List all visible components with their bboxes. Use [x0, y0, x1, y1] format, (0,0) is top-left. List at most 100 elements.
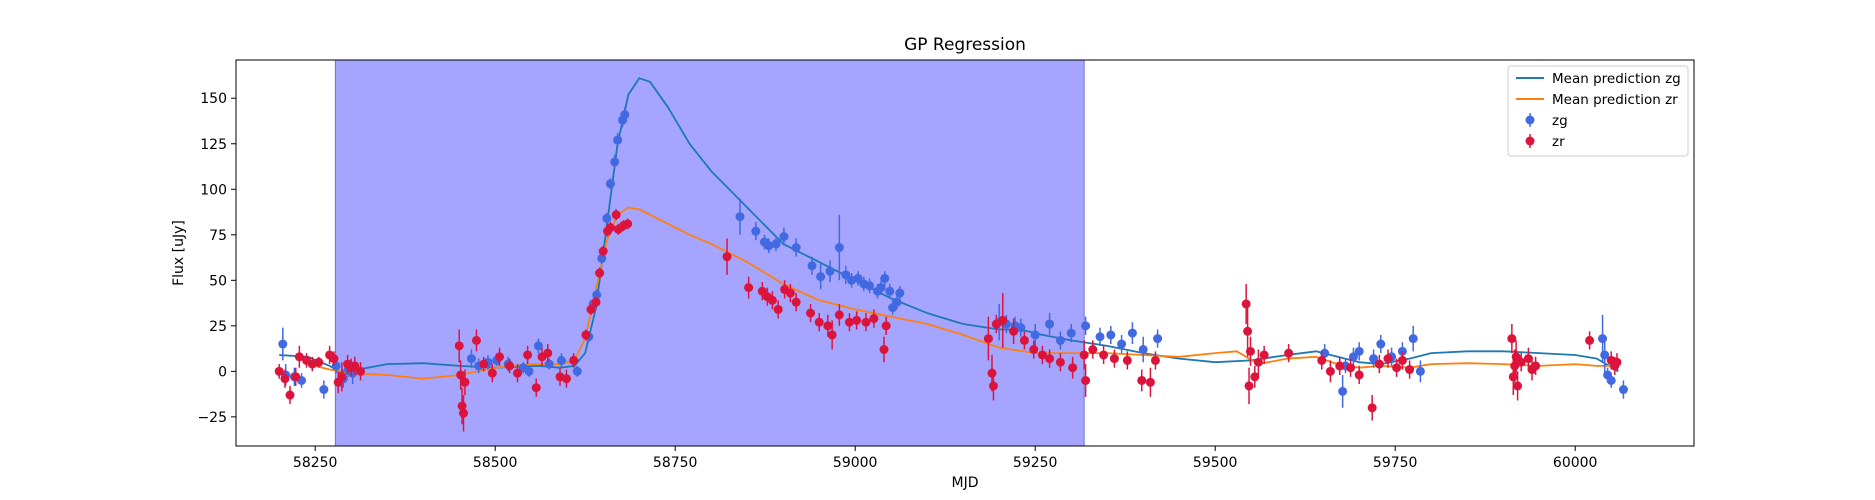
data-point [983, 334, 993, 344]
data-point [881, 321, 891, 331]
data-point [1016, 323, 1026, 333]
data-point [895, 288, 905, 298]
data-point [1045, 354, 1055, 364]
data-point [807, 261, 817, 271]
data-point [1354, 346, 1364, 356]
data-point [1127, 328, 1137, 338]
data-point [767, 295, 777, 305]
y-tick-label: 150 [200, 91, 227, 107]
x-tick-label: 58250 [293, 455, 338, 471]
legend-marker-swatch [1525, 136, 1535, 146]
data-point [771, 239, 781, 249]
data-point [722, 252, 732, 262]
y-tick-label: 0 [218, 364, 227, 380]
data-point [1079, 350, 1089, 360]
data-point [598, 246, 608, 256]
data-point [581, 330, 591, 340]
data-point [869, 314, 879, 324]
data-point [513, 368, 523, 378]
data-point [1029, 345, 1039, 354]
data-point [791, 297, 801, 307]
data-point [1055, 357, 1065, 367]
prediction-line [314, 206, 1619, 380]
y-tick-label: 125 [200, 137, 227, 153]
data-point [505, 361, 515, 371]
data-point [744, 283, 754, 293]
y-tick-label: 25 [209, 319, 227, 335]
shaded-region [334, 59, 1085, 447]
data-point [1106, 330, 1116, 340]
data-point [459, 408, 469, 418]
x-tick-label: 60000 [1553, 455, 1598, 471]
data-point [556, 355, 566, 365]
data-point [471, 335, 481, 345]
data-point [294, 352, 304, 362]
data-point [1383, 354, 1393, 364]
data-point [814, 317, 824, 327]
x-tick-label: 59250 [1013, 455, 1058, 471]
data-point [1585, 335, 1595, 345]
y-axis-ticks: −25 0 25 50 75 100 125 150 [197, 91, 236, 426]
data-point [337, 372, 347, 382]
data-point [1088, 345, 1098, 354]
data-point [1523, 354, 1533, 364]
data-point [764, 241, 774, 251]
data-point [816, 272, 826, 282]
x-tick-label: 59000 [833, 455, 878, 471]
data-point [479, 359, 489, 369]
data-point [1513, 381, 1523, 391]
x-axis-label: MJD [952, 475, 979, 491]
data-point [1030, 330, 1040, 340]
data-point [356, 366, 366, 376]
data-point [1508, 372, 1518, 382]
data-point [523, 350, 533, 360]
y-tick-label: 75 [209, 228, 227, 244]
data-point [460, 377, 470, 387]
data-point [1367, 403, 1377, 413]
data-point [613, 135, 623, 145]
legend: Mean prediction zg Mean prediction zr zg zr [1507, 65, 1689, 157]
data-point [1045, 319, 1055, 329]
data-point [806, 308, 816, 318]
plot-area [235, 59, 1695, 447]
data-point [544, 359, 554, 369]
data-point [827, 330, 837, 340]
data-point [751, 226, 761, 236]
data-point [611, 210, 621, 220]
data-point [487, 368, 497, 378]
data-point [1606, 375, 1616, 385]
data-point [597, 253, 607, 263]
data-point [561, 374, 571, 384]
data-point [620, 110, 630, 120]
data-point [456, 370, 466, 380]
data-point [466, 354, 476, 364]
data-point [1109, 354, 1119, 364]
data-point [495, 352, 505, 362]
data-point [1095, 332, 1105, 342]
y-tick-label: 100 [200, 182, 227, 198]
data-point [791, 243, 801, 253]
data-point [841, 270, 851, 280]
data-point [879, 345, 889, 354]
data-point [1408, 334, 1418, 344]
data-point [280, 374, 290, 384]
data-point [586, 304, 596, 314]
data-points [274, 107, 1628, 432]
data-point [610, 157, 620, 167]
data-point [1150, 355, 1160, 365]
data-point [319, 385, 329, 395]
data-point [1243, 326, 1253, 336]
data-point [602, 213, 612, 223]
legend-label: zg [1552, 113, 1568, 129]
data-point [1153, 334, 1163, 344]
data-point [329, 354, 339, 364]
data-point [1068, 363, 1078, 373]
data-point [1612, 357, 1622, 367]
data-point [844, 317, 854, 327]
data-point [1598, 334, 1608, 344]
data-point [591, 297, 601, 307]
data-point [569, 355, 579, 365]
data-point [605, 179, 615, 189]
data-point [1415, 366, 1425, 376]
data-point [1259, 350, 1269, 360]
